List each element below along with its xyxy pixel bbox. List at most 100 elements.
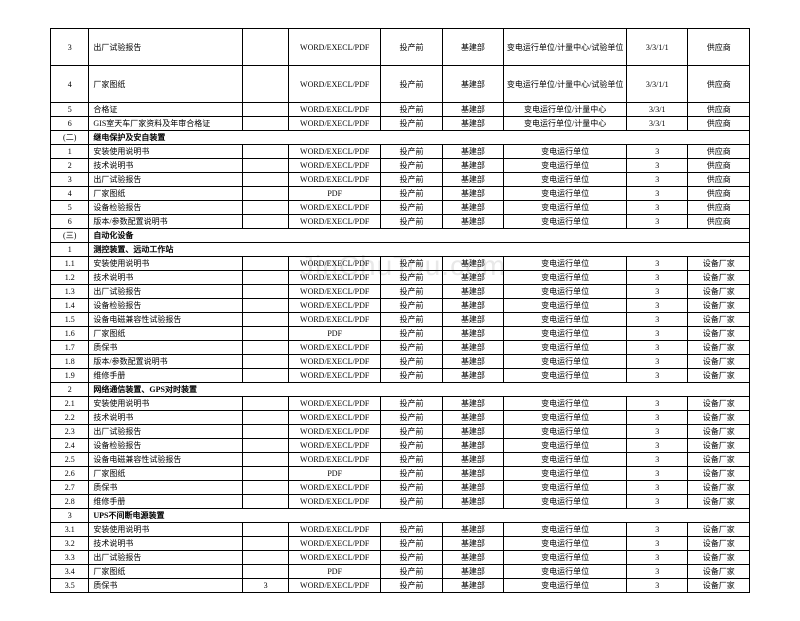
- table-row: 1.8版本/参数配置说明书WORD/EXECL/PDF投产前基建部变电运行单位3…: [51, 355, 750, 369]
- cell: 变电运行单位/计量中心/试验单位: [504, 66, 627, 103]
- table-row: 1.2技术说明书WORD/EXECL/PDF投产前基建部变电运行单位3设备厂家: [51, 271, 750, 285]
- cell: 变电运行单位: [504, 187, 627, 201]
- cell: [243, 103, 289, 117]
- cell: 变电运行单位: [504, 537, 627, 551]
- cell: PDF: [289, 327, 381, 341]
- cell: 3: [627, 523, 688, 537]
- cell: 2.2: [51, 411, 89, 425]
- cell: 基建部: [442, 66, 503, 103]
- cell: 3: [627, 327, 688, 341]
- cell: 基建部: [442, 523, 503, 537]
- cell: 变电运行单位: [504, 327, 627, 341]
- cell: PDF: [289, 565, 381, 579]
- cell: WORD/EXECL/PDF: [289, 117, 381, 131]
- table-row: 1安装使用说明书WORD/EXECL/PDF投产前基建部变电运行单位3供应商: [51, 145, 750, 159]
- cell: 基建部: [442, 341, 503, 355]
- table-row: 3出厂试验报告WORD/EXECL/PDF投产前基建部变电运行单位3供应商: [51, 173, 750, 187]
- cell: [243, 411, 289, 425]
- cell: 投产前: [381, 299, 442, 313]
- cell: 基建部: [442, 215, 503, 229]
- cell: 投产前: [381, 425, 442, 439]
- cell: 供应商: [688, 66, 750, 103]
- cell: 3: [627, 187, 688, 201]
- section-title: 继电保护及安自装置: [89, 131, 750, 145]
- cell: 变电运行单位: [504, 397, 627, 411]
- table-row: 1.5设备电磁兼容性试验报告WORD/EXECL/PDF投产前基建部变电运行单位…: [51, 313, 750, 327]
- cell: 设备电磁兼容性试验报告: [89, 453, 243, 467]
- cell: 5: [51, 103, 89, 117]
- cell: [243, 439, 289, 453]
- cell: 基建部: [442, 425, 503, 439]
- cell: WORD/EXECL/PDF: [289, 159, 381, 173]
- cell: 投产前: [381, 29, 442, 66]
- cell: 3: [627, 397, 688, 411]
- cell: [243, 117, 289, 131]
- cell: [243, 173, 289, 187]
- cell: 变电运行单位: [504, 467, 627, 481]
- cell: [243, 495, 289, 509]
- cell: WORD/EXECL/PDF: [289, 145, 381, 159]
- cell: 6: [51, 215, 89, 229]
- cell: 设备厂家: [688, 439, 750, 453]
- cell: 供应商: [688, 187, 750, 201]
- cell: 基建部: [442, 299, 503, 313]
- cell: 版本/参数配置说明书: [89, 215, 243, 229]
- cell: 投产前: [381, 145, 442, 159]
- cell: 2.4: [51, 439, 89, 453]
- cell: 设备厂家: [688, 271, 750, 285]
- cell: 安装使用说明书: [89, 145, 243, 159]
- table-row: 2.1安装使用说明书WORD/EXECL/PDF投产前基建部变电运行单位3设备厂…: [51, 397, 750, 411]
- table-row: 3.2技术说明书WORD/EXECL/PDF投产前基建部变电运行单位3设备厂家: [51, 537, 750, 551]
- cell: 供应商: [688, 201, 750, 215]
- table-row: 1.3出厂试验报告WORD/EXECL/PDF投产前基建部变电运行单位3设备厂家: [51, 285, 750, 299]
- cell: WORD/EXECL/PDF: [289, 369, 381, 383]
- section-title: 测控装置、远动工作站: [89, 243, 750, 257]
- cell: 变电运行单位: [504, 215, 627, 229]
- cell: 技术说明书: [89, 271, 243, 285]
- cell: [243, 215, 289, 229]
- table-row: 3.4厂家图纸PDF投产前基建部变电运行单位3设备厂家: [51, 565, 750, 579]
- cell: WORD/EXECL/PDF: [289, 341, 381, 355]
- cell: 投产前: [381, 257, 442, 271]
- cell: 4: [51, 187, 89, 201]
- cell: 变电运行单位: [504, 411, 627, 425]
- cell: 技术说明书: [89, 159, 243, 173]
- cell: 投产前: [381, 355, 442, 369]
- cell: 安装使用说明书: [89, 523, 243, 537]
- cell: 投产前: [381, 495, 442, 509]
- row-index: (三): [51, 229, 89, 243]
- cell: 设备厂家: [688, 467, 750, 481]
- cell: 设备厂家: [688, 425, 750, 439]
- cell: 安装使用说明书: [89, 397, 243, 411]
- section-title: 自动化设备: [89, 229, 750, 243]
- cell: 3: [627, 257, 688, 271]
- cell: 投产前: [381, 285, 442, 299]
- cell: 基建部: [442, 103, 503, 117]
- table-row: 2.8维修手册WORD/EXECL/PDF投产前基建部变电运行单位3设备厂家: [51, 495, 750, 509]
- cell: 3: [627, 537, 688, 551]
- cell: WORD/EXECL/PDF: [289, 495, 381, 509]
- cell: 3.1: [51, 523, 89, 537]
- cell: 设备厂家: [688, 481, 750, 495]
- cell: 投产前: [381, 481, 442, 495]
- cell: 投产前: [381, 103, 442, 117]
- cell: 供应商: [688, 215, 750, 229]
- table-row: 5设备检验报告WORD/EXECL/PDF投产前基建部变电运行单位3供应商: [51, 201, 750, 215]
- cell: [243, 551, 289, 565]
- cell: WORD/EXECL/PDF: [289, 285, 381, 299]
- table-row: 1.9维修手册WORD/EXECL/PDF投产前基建部变电运行单位3设备厂家: [51, 369, 750, 383]
- cell: 投产前: [381, 313, 442, 327]
- cell: 基建部: [442, 145, 503, 159]
- cell: 3.4: [51, 565, 89, 579]
- cell: 3: [627, 411, 688, 425]
- cell: 6: [51, 117, 89, 131]
- cell: 3: [627, 439, 688, 453]
- row-index: 2: [51, 383, 89, 397]
- cell: [243, 299, 289, 313]
- cell: 基建部: [442, 537, 503, 551]
- cell: 基建部: [442, 439, 503, 453]
- cell: GIS室天车厂家资料及年审合格证: [89, 117, 243, 131]
- cell: 3: [627, 551, 688, 565]
- cell: WORD/EXECL/PDF: [289, 425, 381, 439]
- cell: 2.1: [51, 397, 89, 411]
